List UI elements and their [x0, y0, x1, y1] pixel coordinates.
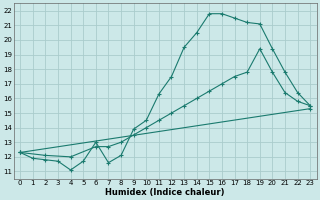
X-axis label: Humidex (Indice chaleur): Humidex (Indice chaleur) — [106, 188, 225, 197]
